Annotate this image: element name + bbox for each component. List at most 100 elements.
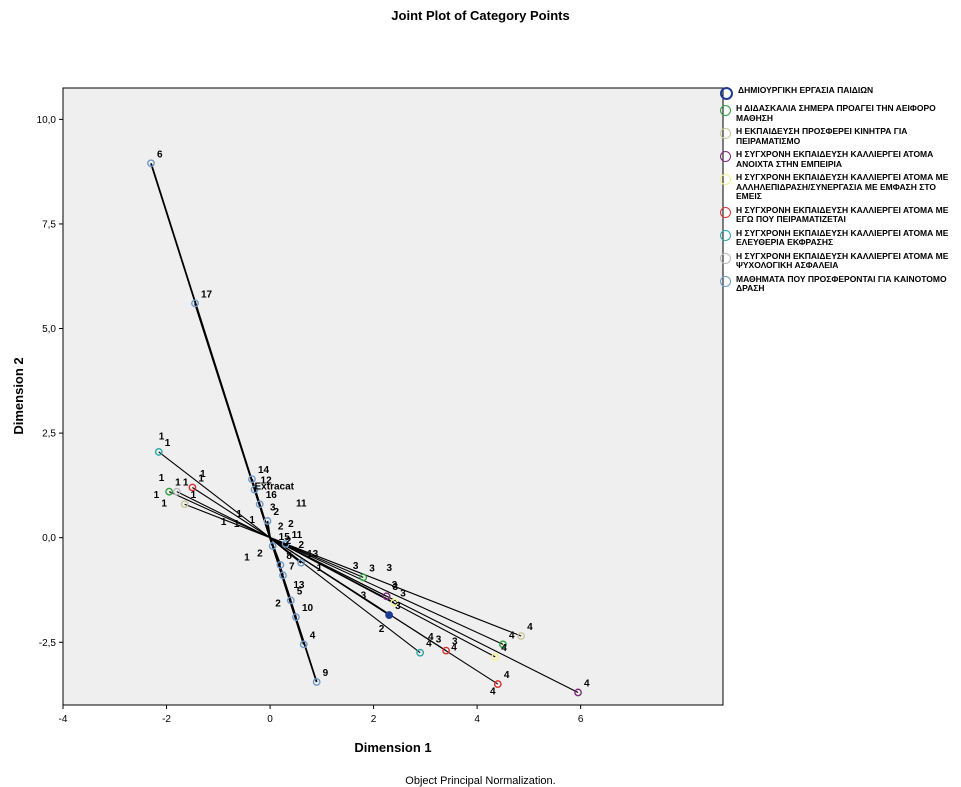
y-tick-label: -2,5 xyxy=(39,638,57,649)
category-point xyxy=(180,500,189,509)
category-point xyxy=(390,598,399,607)
axis-ticks: -4 -2 0 2 4 6 -2,5 0,0 2,5 5,0 7,5 10,0 xyxy=(37,115,584,725)
point-label: 14 xyxy=(258,465,270,476)
category-point xyxy=(359,573,368,582)
category-point xyxy=(191,299,199,308)
x-tick-label: 2 xyxy=(371,714,377,725)
point-label: 1 xyxy=(183,478,189,489)
extra-point-label: 1 xyxy=(159,431,165,442)
legend-item: ΜΑΘΗΜΑΤΑ ΠΟΥ ΠΡΟΣΦΕΡΟΝΤΑΙ ΓΙΑ ΚΑΙΝΟΤΟΜΟ … xyxy=(720,274,958,294)
category-point xyxy=(312,678,321,686)
category-point xyxy=(297,558,306,567)
x-tick-label: -2 xyxy=(162,714,171,725)
category-point xyxy=(165,487,174,496)
extra-point-label: 11 xyxy=(296,498,307,509)
y-tick-label: 10,0 xyxy=(37,115,57,126)
point-label: 3 xyxy=(393,582,399,593)
extra-point-label: 1 xyxy=(249,515,255,526)
point-label: 1 xyxy=(198,473,204,484)
extra-point-label: 4 xyxy=(490,687,496,698)
category-point xyxy=(147,159,155,168)
vector-line xyxy=(168,491,271,539)
vector-line xyxy=(269,537,318,683)
y-tick-label: 0,0 xyxy=(42,533,56,544)
point-label: 13 xyxy=(307,549,319,560)
extra-point-label: 1 xyxy=(154,490,160,501)
category-point xyxy=(250,485,259,494)
vector-line xyxy=(176,491,271,539)
extra-point-label: 1 xyxy=(317,563,323,574)
category-point xyxy=(493,680,502,688)
vector-line xyxy=(269,537,504,645)
point-label: 8 xyxy=(286,551,292,562)
legend-marker xyxy=(720,252,731,264)
legend-marker xyxy=(720,206,731,218)
extra-point-label: 3 xyxy=(392,580,398,591)
point-label: 4 xyxy=(509,630,515,641)
vector-line xyxy=(269,537,522,637)
vector-line xyxy=(269,537,395,604)
legend-item: Η ΔΙΔΑΣΚΑΛΙΑ ΣΗΜΕΡΑ ΠΡΟΑΓΕΙ ΤΗΝ ΑΕΙΦΟΡΟ … xyxy=(720,103,958,123)
category-point xyxy=(279,571,287,580)
extra-point-label: 2 xyxy=(299,540,305,551)
point-label: 4 xyxy=(504,670,510,681)
category-point xyxy=(491,652,500,661)
category-point xyxy=(255,500,264,509)
legend-label: Η ΣΥΓΧΡΟΝΗ ΕΚΠΑΙΔΕΥΣΗ ΚΑΛΛΙΕΡΓΕΙ ΑΤΟΜΑ Μ… xyxy=(736,250,949,270)
category-point xyxy=(188,483,197,492)
vector-line xyxy=(184,503,271,539)
category-labels: 3143144343143141617141216215875104913111… xyxy=(154,149,590,697)
legend-marker xyxy=(720,105,731,116)
category-point xyxy=(286,596,295,605)
legend-marker xyxy=(720,128,731,139)
category-point xyxy=(574,688,582,697)
extra-point-label: 4 xyxy=(451,643,457,654)
category-point xyxy=(263,517,272,525)
y-tick-label: 5,0 xyxy=(42,324,56,335)
category-point xyxy=(248,475,256,484)
legend-label: Η ΕΚΠΑΙΔΕΥΣΗ ΠΡΟΣΦΕΡΕΙ ΚΙΝΗΤΡΑ ΓΙΑ ΠΕΙΡΑ… xyxy=(736,126,908,146)
category-point xyxy=(517,632,526,640)
category-point xyxy=(299,640,308,649)
legend-marker xyxy=(720,275,731,287)
point-label: 5 xyxy=(297,586,303,597)
point-label: 15 xyxy=(279,532,291,543)
extra-point-label: 2 xyxy=(288,519,294,530)
category-point xyxy=(172,487,181,496)
centroid-label: Extracat xyxy=(255,482,295,493)
extra-point-label: 3 xyxy=(353,561,359,572)
extra-point-label: 1 xyxy=(236,509,242,520)
legend-item: Η ΣΥΓΧΡΟΝΗ ΕΚΠΑΙΔΕΥΣΗ ΚΑΛΛΙΕΡΓΕΙ ΑΤΟΜΑ Μ… xyxy=(720,228,958,248)
extra-point-label: 2 xyxy=(257,549,263,560)
x-axis-label: Dimension 1 xyxy=(354,740,431,755)
category-point xyxy=(442,646,450,655)
extra-point-label: 1 xyxy=(161,498,167,509)
legend-marker xyxy=(720,174,731,185)
vector-line xyxy=(269,537,447,652)
extra-point-label: 3 xyxy=(436,634,442,645)
category-point xyxy=(154,448,163,456)
point-label: 17 xyxy=(201,289,213,300)
extra-point-label: 1 xyxy=(221,517,227,528)
extra-point-label: 2 xyxy=(278,521,284,532)
point-label: 10 xyxy=(302,603,314,614)
legend-marker xyxy=(720,87,733,100)
legend-item: Η ΣΥΓΧΡΟΝΗ ΕΚΠΑΙΔΕΥΣΗ ΚΑΛΛΙΕΡΓΕΙ ΑΤΟΜΑ Μ… xyxy=(720,250,958,271)
legend-marker xyxy=(720,229,731,241)
category-point xyxy=(416,648,425,657)
point-label: 12 xyxy=(261,476,273,487)
x-tick-label: -4 xyxy=(59,714,68,725)
category-points xyxy=(147,159,582,697)
footnote: Object Principal Normalization. xyxy=(405,775,556,787)
legend-label: Η ΔΙΔΑΣΚΑΛΙΑ ΣΗΜΕΡΑ ΠΡΟΑΓΕΙ ΤΗΝ ΑΕΙΦΟΡΟ … xyxy=(736,103,936,123)
legend-item: Η ΣΥΓΧΡΟΝΗ ΕΚΠΑΙΔΕΥΣΗ ΚΑΛΛΙΕΡΓΕΙ ΑΤΟΜΑ Α… xyxy=(720,149,958,169)
extra-point-label: 2 xyxy=(379,624,385,635)
category-point xyxy=(385,611,394,619)
point-label: 3 xyxy=(369,563,375,574)
extra-point-label: 1 xyxy=(200,469,206,480)
point-label: 1 xyxy=(175,478,181,489)
x-tick-label: 6 xyxy=(578,714,584,725)
legend: ΔΗΜΙΟΥΡΓΙΚΗ ΕΡΓΑΣΙΑ ΠΑΙΔΙΩΝ Η ΔΙΔΑΣΚΑΛΙΑ … xyxy=(720,85,958,298)
y-axis-label: Dimension 2 xyxy=(11,357,26,434)
y-tick-label: 2,5 xyxy=(42,429,56,440)
